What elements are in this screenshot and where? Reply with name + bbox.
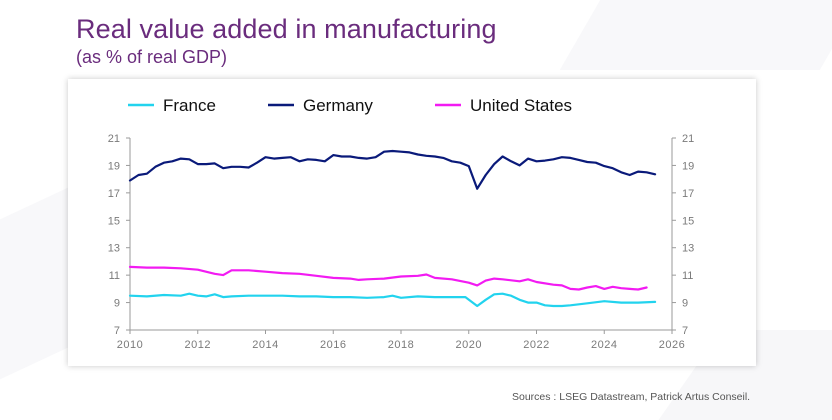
y-tick-label-right: 7 xyxy=(682,325,688,337)
x-tick-label: 2010 xyxy=(117,339,143,351)
x-tick-label: 2022 xyxy=(523,339,549,351)
legend-label-germany: Germany xyxy=(303,96,373,115)
legend-label-france: France xyxy=(163,96,216,115)
y-tick-label-right: 17 xyxy=(682,188,694,200)
y-tick-label-left: 17 xyxy=(108,188,120,200)
y-tick-label-right: 21 xyxy=(682,133,694,145)
chart-axes: 7 7 9 9 11 11 13 13 15 15 17 17 19 19 21 21 2010 2012 2014… xyxy=(108,133,695,351)
page-title: Real value added in manufacturing xyxy=(76,14,497,44)
x-tick-label: 2024 xyxy=(591,339,617,351)
legend-label-united-states: United States xyxy=(470,96,572,115)
y-tick-label-right: 11 xyxy=(682,270,693,282)
y-tick-label-right: 13 xyxy=(682,243,694,255)
y-tick-label-left: 7 xyxy=(114,325,120,337)
x-tick-label: 2014 xyxy=(252,339,278,351)
line-chart: France Germany United States 7 7 9 9 11 11 13 13 1… xyxy=(108,96,695,351)
x-tick-label: 2016 xyxy=(320,339,346,351)
chart-card: France Germany United States 7 7 9 9 11 11 13 13 1… xyxy=(68,79,756,366)
source-note: Sources : LSEG Datastream, Patrick Artus… xyxy=(512,391,751,403)
series-line-germany xyxy=(128,149,657,190)
y-tick-label-right: 19 xyxy=(682,160,694,172)
x-tick-label: 2018 xyxy=(388,339,414,351)
background-shape xyxy=(559,0,832,70)
y-tick-label-left: 15 xyxy=(108,215,120,227)
y-tick-label-left: 19 xyxy=(108,160,120,172)
chart-legend: France Germany United States xyxy=(128,96,572,115)
series-line-france xyxy=(128,292,657,308)
y-tick-label-right: 9 xyxy=(682,298,688,310)
x-tick-label: 2026 xyxy=(659,339,685,351)
series-line-united-states xyxy=(128,265,648,291)
y-tick-label-left: 9 xyxy=(114,298,120,310)
chart-series xyxy=(128,149,657,308)
x-tick-label: 2020 xyxy=(456,339,482,351)
y-tick-label-left: 21 xyxy=(108,133,120,145)
x-tick-label: 2012 xyxy=(185,339,211,351)
page-subtitle: (as % of real GDP) xyxy=(76,47,228,67)
y-tick-label-right: 15 xyxy=(682,215,694,227)
y-tick-label-left: 13 xyxy=(108,243,120,255)
y-tick-label-left: 11 xyxy=(109,270,120,282)
